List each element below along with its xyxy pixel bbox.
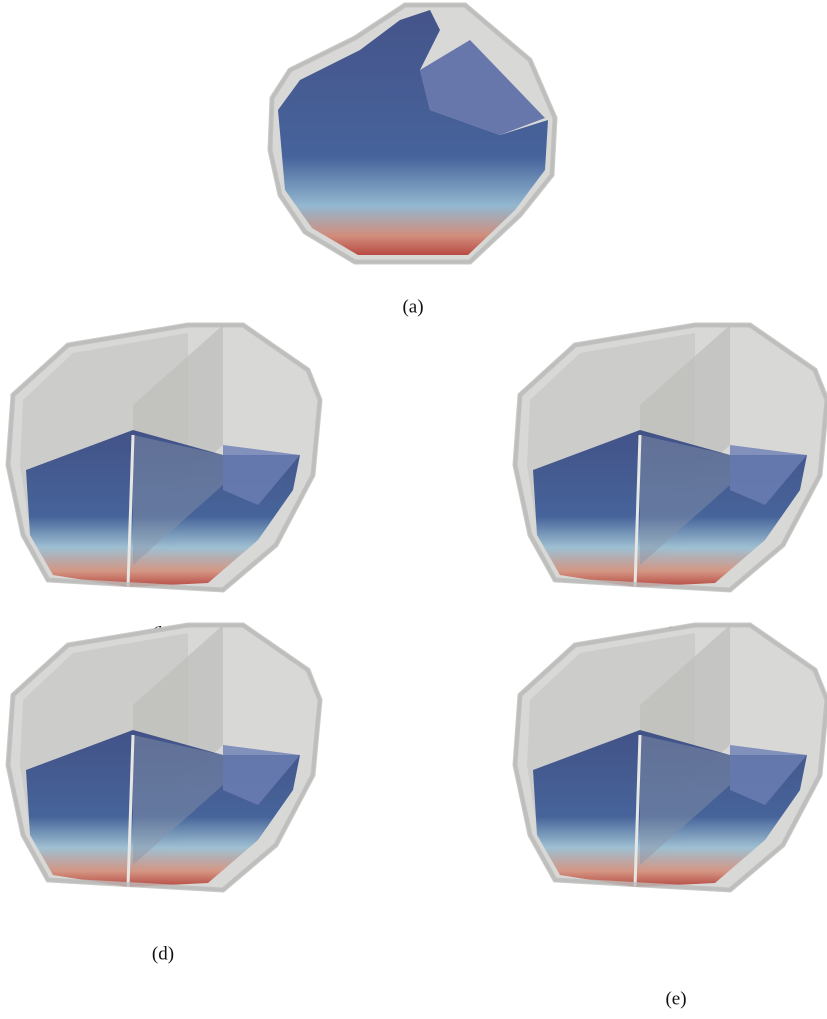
- figure-canvas: (a) (b) (c) (d) (e): [0, 0, 827, 1019]
- panel-label: (d): [152, 943, 174, 964]
- simulation-image: [8, 625, 320, 890]
- simulation-image: [270, 5, 555, 262]
- figure: (a) (b) (c) (d) (e): [0, 0, 827, 1019]
- panel-label: (e): [665, 988, 686, 1009]
- simulation-image: [515, 325, 827, 590]
- panel-label: (a): [402, 296, 423, 317]
- simulation-image: [8, 325, 320, 590]
- simulation-image: [515, 625, 827, 890]
